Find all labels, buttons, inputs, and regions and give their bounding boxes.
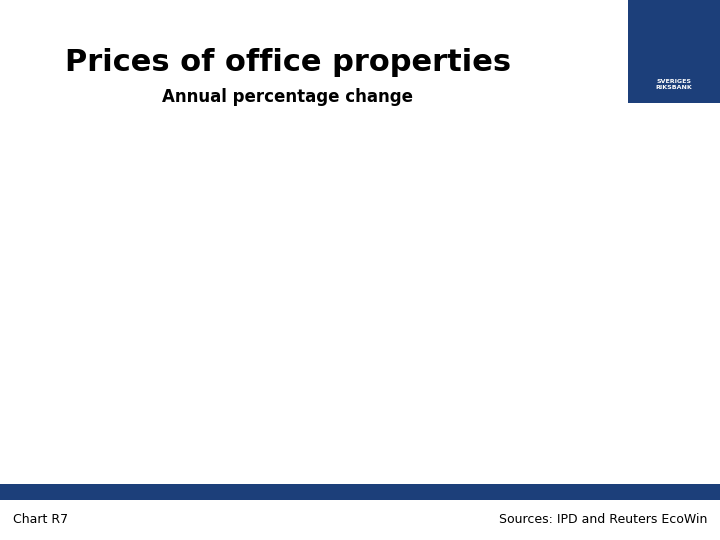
FancyBboxPatch shape <box>628 0 720 103</box>
Text: SVERIGES
RIKSBANK: SVERIGES RIKSBANK <box>655 78 693 90</box>
Text: Chart R7: Chart R7 <box>13 513 68 526</box>
Text: Sources: IPD and Reuters EcoWin: Sources: IPD and Reuters EcoWin <box>499 513 707 526</box>
Text: Annual percentage change: Annual percentage change <box>163 88 413 106</box>
Text: Prices of office properties: Prices of office properties <box>65 48 511 77</box>
FancyBboxPatch shape <box>0 484 720 500</box>
